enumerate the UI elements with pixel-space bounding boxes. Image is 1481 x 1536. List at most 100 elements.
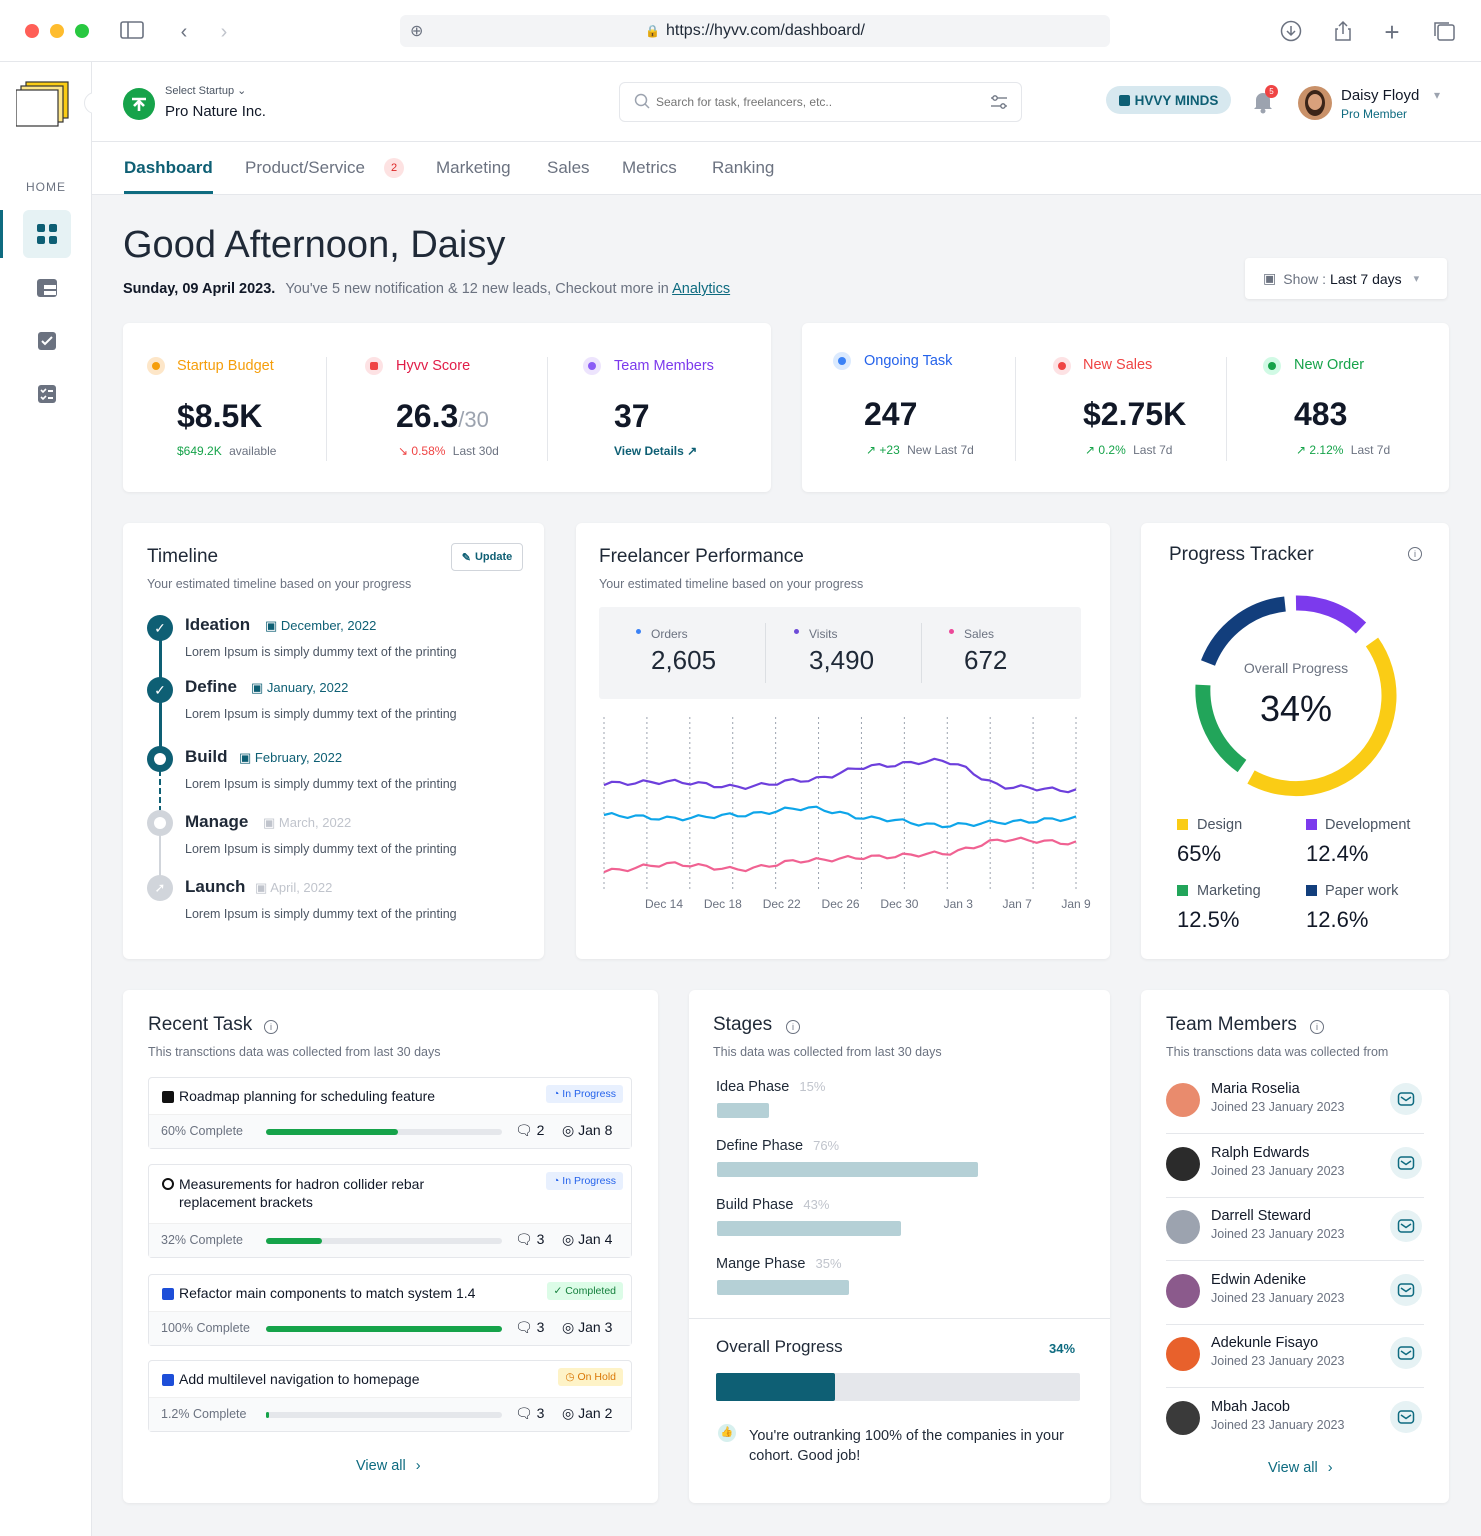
message-button[interactable] [1390, 1210, 1422, 1242]
view-details-link[interactable]: View Details ↗ [614, 444, 697, 458]
chevron-down-icon: ⌄ [237, 85, 247, 97]
nav-tasks[interactable] [23, 317, 71, 365]
filter-icon[interactable] [990, 94, 1008, 115]
comments[interactable]: 🗨 3 [515, 1405, 544, 1422]
team-member-row[interactable]: Adekunle Fisayo Joined 23 January 2023 [1166, 1325, 1424, 1388]
greeting-line: Sunday, 09 April 2023. You've 5 new noti… [123, 281, 730, 297]
brand-icon [1118, 94, 1130, 106]
back-icon[interactable]: ‹ [180, 21, 188, 43]
comment-icon: 🗨 [515, 1405, 533, 1421]
timeline-item-title: Manage [185, 812, 249, 831]
comments[interactable]: 🗨 3 [515, 1319, 544, 1336]
task-item[interactable]: Roadmap planning for scheduling feature … [148, 1077, 632, 1149]
address-bar[interactable]: ⊕ 🔒 https://hyvv.com/dashboard/ [400, 15, 1110, 47]
site-settings-icon[interactable]: ⊕ [410, 23, 424, 40]
timeline-item-desc: Lorem Ipsum is simply dummy text of the … [185, 707, 457, 721]
info-icon[interactable]: i [786, 1020, 800, 1034]
comments[interactable]: 🗨 2 [515, 1122, 544, 1139]
legend-swatch-development [1306, 819, 1317, 830]
maximize-window-button[interactable] [75, 24, 89, 38]
search-input[interactable] [656, 92, 976, 112]
tab-sales[interactable]: Sales [547, 158, 590, 177]
startup-name[interactable]: Pro Nature Inc. [165, 103, 266, 120]
task-item[interactable]: Add multilevel navigation to homepage ◷ … [148, 1360, 632, 1432]
date-range-select[interactable]: ▣ Show : Last 7 days ▾ [1245, 258, 1447, 299]
status-badge: ◔ In Progress [546, 1172, 623, 1190]
divider [689, 1318, 1110, 1319]
series-line [603, 757, 1077, 794]
task-item[interactable]: Measurements for hadron collider rebar r… [148, 1164, 632, 1258]
startup-selector[interactable]: Select Startup ⌄ [165, 84, 246, 97]
minimize-window-button[interactable] [50, 24, 64, 38]
sidebar: › HOME [0, 62, 106, 1536]
calendar-icon: ▣ [255, 880, 268, 895]
team-member-row[interactable]: Mbah Jacob Joined 23 January 2023 [1166, 1389, 1424, 1452]
sales-label: Sales [964, 627, 995, 641]
edit-icon: ✎ [461, 551, 471, 564]
tabs-overview-icon[interactable] [1432, 20, 1456, 44]
tab-marketing[interactable]: Marketing [436, 158, 511, 177]
status-badge: ✓ Completed [546, 1282, 623, 1300]
trend-down-icon: ↘ [398, 444, 409, 458]
forward-icon[interactable]: › [220, 21, 228, 43]
legend-swatch-paperwork [1306, 885, 1317, 896]
legend-development-label: Development [1325, 817, 1411, 833]
task-progress-fill [266, 1326, 502, 1332]
notification-count: 5 [1265, 85, 1278, 98]
team-member-row[interactable]: Darrell Steward Joined 23 January 2023 [1166, 1198, 1424, 1261]
user-name[interactable]: Daisy Floyd [1341, 87, 1420, 104]
recent-task-view-all[interactable]: View all › [356, 1458, 421, 1474]
hvvy-minds-button[interactable]: HVVY MINDS [1106, 86, 1231, 114]
orders-label: Orders [651, 627, 688, 641]
stage-label: Mange Phase [716, 1256, 806, 1272]
divider [765, 623, 766, 683]
sidebar-toggle-icon[interactable] [120, 20, 144, 44]
task-item[interactable]: Refactor main components to match system… [148, 1274, 632, 1346]
message-button[interactable] [1390, 1273, 1422, 1306]
team-member-row[interactable]: Ralph Edwards Joined 23 January 2023 [1166, 1135, 1424, 1198]
analytics-link[interactable]: Analytics [672, 281, 731, 297]
progress-donut [1195, 595, 1397, 797]
legend-marketing-value: 12.5% [1177, 907, 1240, 932]
timeline-update-button[interactable]: ✎ Update [451, 543, 523, 571]
comments[interactable]: 🗨 3 [515, 1231, 544, 1248]
legend-marketing-label: Marketing [1197, 883, 1261, 899]
team-view-all[interactable]: View all › [1268, 1460, 1333, 1476]
message-button[interactable] [1390, 1337, 1422, 1369]
divider [1015, 357, 1016, 461]
close-window-button[interactable] [25, 24, 39, 38]
timeline-item-desc: Lorem Ipsum is simply dummy text of the … [185, 907, 457, 921]
info-icon[interactable]: i [264, 1020, 278, 1034]
notification-bell[interactable]: 5 [1252, 85, 1278, 119]
search-box[interactable] [619, 82, 1022, 122]
team-member-row[interactable]: Edwin Adenike Joined 23 January 2023 [1166, 1262, 1424, 1325]
score-change: 0.58% [411, 444, 446, 458]
tab-product-service[interactable]: Product/Service [245, 158, 365, 178]
download-icon[interactable] [1279, 20, 1303, 44]
nav-dashboard[interactable] [23, 210, 71, 258]
nav-table[interactable] [23, 264, 71, 312]
tab-ranking[interactable]: Ranking [712, 158, 775, 177]
new-tab-icon[interactable]: + [1384, 17, 1400, 47]
donut-design [1247, 637, 1397, 797]
info-icon[interactable]: i [1408, 547, 1422, 561]
share-icon[interactable] [1331, 20, 1355, 44]
message-button[interactable] [1390, 1400, 1422, 1433]
task-progress-bar [266, 1238, 502, 1244]
user-avatar[interactable] [1298, 86, 1332, 120]
message-button[interactable] [1390, 1146, 1422, 1179]
timeline-date-text: January, 2022 [266, 680, 349, 695]
tab-dashboard[interactable]: Dashboard [124, 158, 213, 177]
status-badge: ◔ In Progress [546, 1085, 623, 1103]
stage-percent: 35% [815, 1256, 842, 1271]
message-button[interactable] [1390, 1083, 1422, 1115]
team-member-row[interactable]: Maria Roselia Joined 23 January 2023 [1166, 1071, 1424, 1134]
user-menu-caret-icon[interactable]: ▾ [1434, 88, 1441, 102]
nav-checklist[interactable] [23, 370, 71, 418]
task-progress-fill [266, 1412, 269, 1418]
budget-icon [147, 357, 165, 375]
score-label: Hyvv Score [396, 358, 471, 374]
info-icon[interactable]: i [1310, 1020, 1324, 1034]
active-tab-underline [124, 191, 213, 194]
tab-metrics[interactable]: Metrics [622, 158, 677, 177]
